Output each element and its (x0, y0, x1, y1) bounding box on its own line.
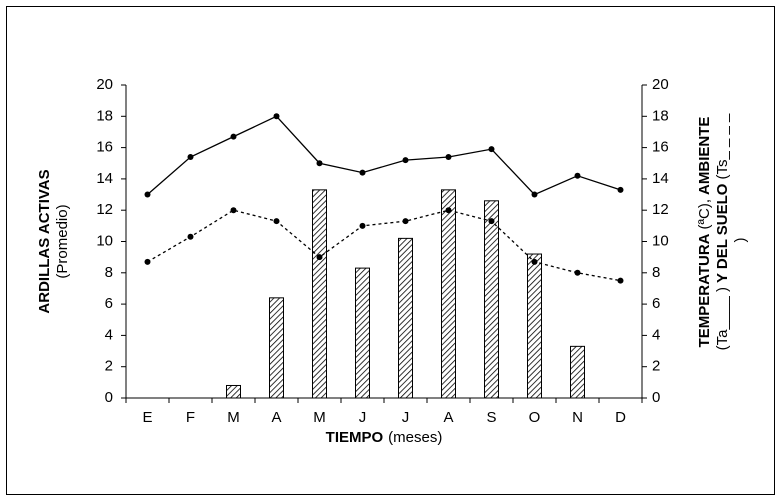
line (147, 209, 621, 282)
bar (441, 189, 456, 399)
y2-axis-label: ) (732, 238, 749, 243)
y2-tick-label: 10 (652, 232, 669, 249)
bar (398, 237, 413, 399)
y-tick-label: 20 (96, 76, 113, 93)
y-tick-label: 18 (96, 107, 113, 124)
line-marker (144, 258, 151, 265)
y2-axis-label: TEMPERATURA (ªC), AMBIENTE (696, 117, 713, 348)
chart-frame (6, 6, 775, 495)
y-tick-label: 2 (105, 358, 113, 375)
bar (484, 200, 499, 399)
y2-tick-label: 0 (652, 389, 660, 406)
x-tick-label: O (529, 409, 541, 426)
line-marker (617, 277, 624, 284)
line-marker (316, 160, 323, 167)
bar (312, 189, 327, 399)
x-tick-label: A (271, 409, 281, 426)
y-tick-label: 14 (96, 170, 113, 187)
y-tick-label: 16 (96, 139, 113, 156)
y2-axis-label-part: TEMPERATURA (696, 233, 713, 347)
x-tick-label: E (142, 409, 152, 426)
y-axis-label: (Promedio) (54, 204, 71, 278)
y2-axis-label-part: (ªC), (696, 199, 713, 230)
line-marker (316, 254, 323, 261)
line-marker (402, 218, 409, 225)
line-marker (445, 153, 452, 160)
line-marker (273, 113, 280, 120)
bar (226, 384, 241, 399)
x-axis-label-part: TIEMPO (326, 429, 384, 446)
x-tick-label: S (486, 409, 496, 426)
y2-tick-label: 14 (652, 170, 669, 187)
x-tick-label: J (402, 409, 410, 426)
y2-axis-label-part: ) (732, 238, 749, 243)
line-marker (488, 218, 495, 225)
x-tick-label: J (359, 409, 367, 426)
line-marker (445, 207, 452, 214)
y-tick-label: 4 (105, 326, 113, 343)
y-tick-label: 12 (96, 201, 113, 218)
bar (527, 253, 542, 399)
line (147, 115, 621, 196)
y2-axis-label: (Ta____ ) Y DEL SUELO (Ts_ _ _ _ (714, 113, 731, 350)
line-marker (187, 153, 194, 160)
y2-tick-label: 8 (652, 264, 660, 281)
y2-axis-label-part: (Ts_ _ _ _ (714, 113, 731, 180)
line-marker (230, 133, 237, 140)
line-marker (273, 218, 280, 225)
x-axis-label-part: (meses) (388, 429, 442, 446)
line-marker (230, 207, 237, 214)
y2-tick-label: 16 (652, 139, 669, 156)
y2-tick-label: 6 (652, 295, 660, 312)
y2-axis-label-part: AMBIENTE (696, 117, 713, 195)
x-tick-label: A (443, 409, 453, 426)
x-tick-label: M (227, 409, 240, 426)
x-tick-label: F (186, 409, 195, 426)
line-marker (359, 222, 366, 229)
y2-tick-label: 12 (652, 201, 669, 218)
y-tick-label: 10 (96, 232, 113, 249)
line-marker (488, 146, 495, 153)
line-marker (574, 172, 581, 179)
line-marker (531, 191, 538, 198)
bar (355, 267, 370, 399)
line-marker (402, 157, 409, 164)
y2-axis-label-part: (Ta____ ) (714, 287, 731, 350)
x-axis-label: TIEMPO (meses) (326, 429, 443, 446)
y2-tick-label: 20 (652, 76, 669, 93)
line-marker (144, 191, 151, 198)
y-axis-label: ARDILLAS ACTIVAS (36, 169, 53, 313)
x-tick-label: D (615, 409, 626, 426)
bar (570, 345, 585, 399)
line-marker (574, 269, 581, 276)
y2-tick-label: 18 (652, 107, 669, 124)
y-tick-label: 0 (105, 389, 113, 406)
y2-tick-label: 4 (652, 326, 660, 343)
y-tick-label: 8 (105, 264, 113, 281)
x-tick-label: M (313, 409, 326, 426)
line-marker (359, 169, 366, 176)
y-tick-label: 6 (105, 295, 113, 312)
line-marker (187, 233, 194, 240)
x-tick-label: N (572, 409, 583, 426)
bar (269, 297, 284, 399)
line-marker (531, 258, 538, 265)
line-marker (617, 186, 624, 193)
y2-tick-label: 2 (652, 358, 660, 375)
y2-axis-label-part: Y DEL SUELO (714, 183, 731, 283)
